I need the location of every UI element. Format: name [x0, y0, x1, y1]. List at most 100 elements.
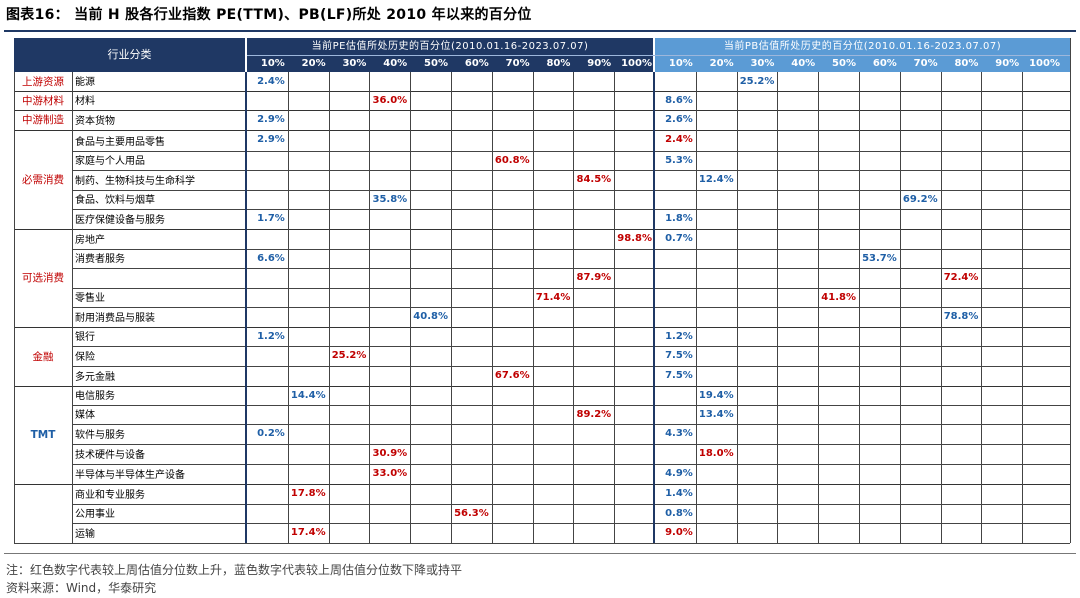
pe-percentile-label: 70%: [505, 58, 530, 69]
row-line: [72, 249, 1070, 250]
pb-header-title: 当前PB估值所处历史的百分位(2010.01.16-2023.07.07): [723, 41, 1002, 52]
source-note: 资料来源：Wind，华泰研究: [6, 581, 157, 595]
pe-value: 36.0%: [372, 95, 408, 106]
industry-label: 家庭与个人用品: [75, 156, 145, 167]
row-line: [72, 366, 1070, 367]
row-line: [14, 484, 1070, 485]
pe-grid-line: [451, 72, 452, 543]
industry-label: 消费者服务: [75, 254, 125, 265]
pb-percentile-label: 50%: [832, 58, 856, 69]
pe-grid-line: [410, 72, 412, 543]
pb-value: 9.0%: [665, 527, 693, 538]
industry-label: 技术硬件与设备: [75, 450, 145, 461]
pb-value: 4.9%: [665, 468, 693, 479]
pe-value: 0.2%: [257, 428, 285, 439]
industry-label: 运输: [75, 529, 95, 540]
pe-percentile-label: 50%: [424, 58, 448, 69]
pe-value: 25.2%: [331, 350, 367, 361]
table-right-border: [1070, 38, 1071, 543]
footer-rule: [4, 553, 1076, 554]
pb-value: 4.3%: [665, 428, 693, 439]
industry-label: 资本货物: [75, 116, 115, 127]
row-line: [72, 504, 1070, 505]
pb-value: 25.2%: [739, 76, 775, 87]
pe-value: 30.9%: [372, 448, 408, 459]
pe-value: 35.8%: [372, 194, 408, 205]
pb-value: 19.4%: [698, 390, 734, 401]
pe-grid-line: [328, 72, 330, 543]
pe-percentile-label: 90%: [587, 58, 612, 69]
pb-value: 2.4%: [665, 134, 693, 145]
pe-value: 40.8%: [413, 311, 448, 322]
industry-label: 媒体: [75, 410, 95, 421]
pb-grid-line: [940, 72, 942, 543]
pe-value: 17.8%: [290, 488, 326, 499]
row-line: [72, 444, 1070, 445]
group-label: TMT: [30, 429, 56, 441]
pe-percentile-label: 80%: [546, 58, 571, 69]
row-line: [14, 91, 1070, 92]
row-line: [72, 424, 1070, 425]
pe-grid-line: [614, 72, 616, 543]
pb-value: 12.4%: [698, 174, 734, 185]
pe-pb-separator: [653, 72, 655, 543]
industry-label: 多元金融: [75, 372, 115, 383]
row-line: [72, 268, 1070, 269]
row-line: [14, 386, 1070, 387]
industry-label: 电信服务: [75, 391, 115, 402]
pe-value: 71.4%: [535, 292, 571, 303]
figure-title: 图表16： 当前 H 股各行业指数 PE(TTM)、PB(LF)所处 2010 …: [6, 7, 532, 23]
pb-value: 0.7%: [665, 233, 693, 244]
industry-label: 半导体与半导体生产设备: [75, 470, 185, 481]
pb-percentile-label: 80%: [954, 58, 979, 69]
header-subrule: [247, 55, 1070, 56]
pe-value: 33.0%: [372, 468, 408, 479]
pb-grid-line: [859, 72, 860, 543]
pb-grid-line: [695, 72, 697, 543]
pb-value: 1.8%: [665, 213, 693, 224]
group-label: 中游材料: [22, 94, 64, 107]
pe-grid-line: [287, 72, 289, 543]
row-line: [72, 151, 1070, 152]
pe-percentile-label: 20%: [301, 58, 326, 69]
group-label: 金融: [32, 350, 54, 363]
industry-label: 公用事业: [75, 509, 115, 520]
row-line: [72, 405, 1070, 406]
industry-label: 银行: [75, 332, 95, 343]
pe-value: 67.6%: [494, 370, 530, 381]
pb-value: 8.6%: [665, 95, 693, 106]
group-label: 必需消费: [22, 173, 64, 186]
pb-value: 1.4%: [665, 488, 693, 499]
table-left-border: [14, 72, 15, 543]
row-line: [72, 288, 1070, 289]
pb-percentile-label: 10%: [668, 58, 693, 69]
title-rule: [4, 30, 1076, 32]
industry-label: 耐用消费品与服装: [75, 313, 155, 324]
row-line: [14, 110, 1070, 111]
pe-value: 89.2%: [576, 409, 612, 420]
pb-percentile-label: 90%: [995, 58, 1020, 69]
pb-value: 7.5%: [665, 370, 693, 381]
pb-percentile-label: 40%: [791, 58, 816, 69]
pb-grid-line: [899, 72, 901, 543]
pb-grid-line: [818, 72, 820, 543]
footnote: 注：红色数字代表较上周估值分位数上升，蓝色数字代表较上周估值分位数下降或持平: [6, 563, 463, 577]
group-label: 上游资源: [22, 75, 64, 88]
pb-grid-line: [777, 72, 779, 543]
pe-percentile-label: 40%: [383, 58, 408, 69]
pe-value: 60.8%: [494, 155, 530, 166]
pb-value: 1.2%: [665, 331, 693, 342]
pb-value: 13.4%: [698, 409, 734, 420]
row-line: [72, 170, 1070, 171]
pe-percentile-label: 10%: [260, 58, 285, 69]
pe-value: 2.9%: [257, 114, 285, 125]
pb-value: 78.8%: [943, 311, 979, 322]
pe-value: 98.8%: [617, 233, 652, 244]
pe-value: 2.4%: [257, 76, 285, 87]
row-line: [72, 346, 1070, 347]
table-bottom-border: [14, 543, 1070, 544]
industry-label: 软件与服务: [75, 430, 125, 441]
row-line: [14, 130, 1070, 131]
industry-label: 医疗保健设备与服务: [75, 215, 165, 226]
pb-grid-line: [736, 72, 738, 543]
